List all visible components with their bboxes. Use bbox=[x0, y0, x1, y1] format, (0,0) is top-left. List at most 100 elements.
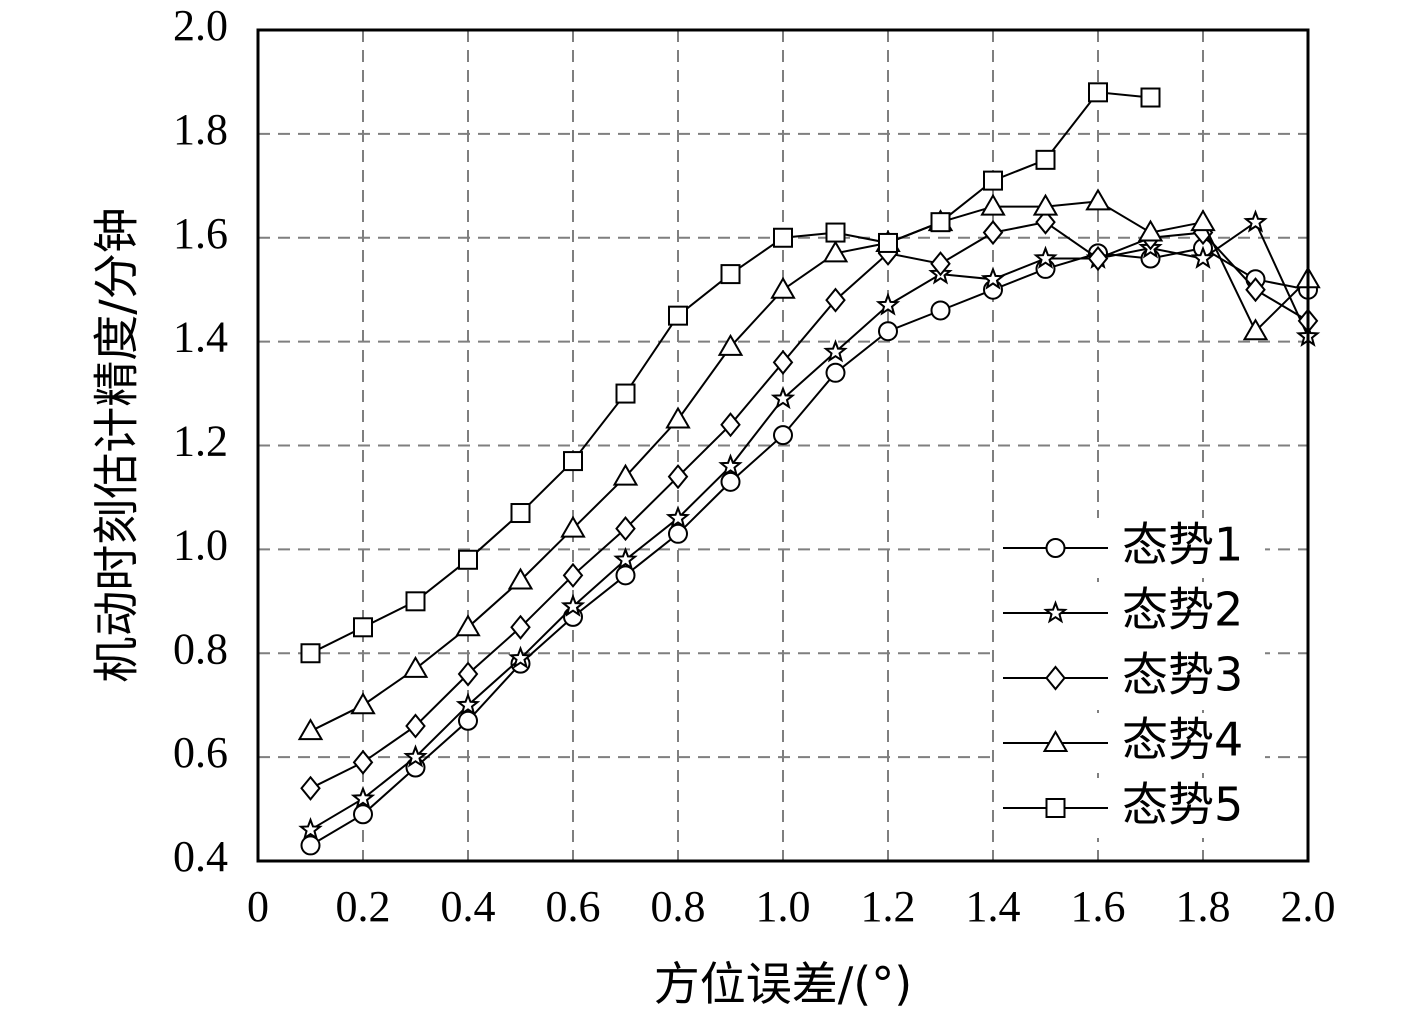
x-tick-label: 0.6 bbox=[546, 882, 601, 931]
data-point-circle bbox=[720, 471, 741, 492]
series-5 bbox=[300, 82, 1161, 664]
data-point-triangle bbox=[297, 718, 324, 741]
data-point-square bbox=[930, 212, 951, 233]
legend-item: 态势3 bbox=[997, 648, 1265, 708]
y-tick-label: 1.0 bbox=[173, 520, 228, 569]
data-point-square bbox=[405, 591, 426, 612]
legend: 态势1 态势2 态势3 态势4 态势5 bbox=[997, 518, 1265, 838]
x-tick-label: 0.2 bbox=[336, 882, 391, 931]
data-point-triangle bbox=[1137, 219, 1164, 242]
data-point-triangle bbox=[1190, 209, 1216, 232]
data-point-star bbox=[875, 292, 901, 316]
data-point-triangle bbox=[1242, 318, 1269, 341]
data-point-square bbox=[720, 264, 741, 285]
x-tick-label: 2.0 bbox=[1281, 882, 1336, 931]
data-point-square bbox=[458, 549, 478, 570]
data-point-triangle bbox=[612, 463, 639, 486]
y-tick-label: 1.2 bbox=[173, 417, 228, 466]
data-point-diamond bbox=[562, 562, 584, 588]
data-point-circle bbox=[878, 321, 898, 342]
x-tick-label: 1.4 bbox=[966, 882, 1021, 931]
data-point-circle bbox=[458, 710, 478, 731]
data-point-star bbox=[823, 339, 848, 363]
data-point-square bbox=[878, 232, 898, 253]
data-point-square bbox=[563, 451, 583, 472]
data-point-star bbox=[770, 385, 796, 410]
data-point-square bbox=[353, 617, 373, 638]
data-point-square bbox=[615, 383, 636, 404]
data-point-circle bbox=[825, 362, 846, 383]
data-point-diamond bbox=[405, 713, 426, 739]
x-axis-title: 方位误差/(°) bbox=[654, 957, 912, 1011]
tick-labels: 0 0.2 0.4 0.6 0.8 1.0 1.2 1.4 1.6 1.8 2.0 0.4 0.6 0.8… bbox=[173, 1, 1336, 931]
data-point-triangle bbox=[350, 692, 376, 715]
data-point-square bbox=[1045, 798, 1066, 818]
series-1 bbox=[300, 238, 1318, 856]
x-tick-label: 0.8 bbox=[651, 882, 706, 931]
data-point-square bbox=[668, 305, 688, 326]
data-point-diamond bbox=[1245, 277, 1266, 303]
data-point-diamond bbox=[930, 251, 951, 277]
x-tick-label: 1.6 bbox=[1071, 882, 1126, 931]
legend-label: 态势4 bbox=[1122, 713, 1243, 767]
data-point-star bbox=[1033, 245, 1058, 269]
data-point-triangle bbox=[1032, 193, 1059, 216]
data-point-square bbox=[825, 222, 846, 243]
data-point-diamond bbox=[1087, 245, 1109, 272]
data-point-triangle bbox=[822, 240, 849, 263]
y-tick-label: 1.8 bbox=[173, 105, 228, 154]
data-point-square bbox=[1140, 87, 1161, 108]
data-point-star bbox=[455, 692, 481, 716]
data-point-square bbox=[1088, 82, 1108, 103]
data-point-triangle bbox=[980, 193, 1006, 216]
data-point-triangle bbox=[560, 515, 586, 538]
legend-item: 态势1 bbox=[997, 518, 1265, 578]
legend-label: 态势2 bbox=[1122, 583, 1243, 637]
data-point-star bbox=[980, 266, 1006, 290]
data-point-star bbox=[560, 593, 586, 617]
data-point-circle bbox=[353, 804, 373, 825]
data-point-triangle bbox=[455, 614, 481, 637]
data-point-triangle bbox=[717, 333, 744, 356]
y-tick-label: 0.6 bbox=[173, 728, 228, 777]
legend-item: 态势2 bbox=[997, 583, 1265, 643]
data-point-star bbox=[1243, 209, 1268, 233]
data-point-diamond bbox=[352, 749, 374, 775]
legend-label: 态势5 bbox=[1122, 778, 1243, 832]
series-3 bbox=[300, 209, 1319, 801]
data-point-star bbox=[613, 546, 638, 571]
y-tick-label: 1.6 bbox=[173, 209, 228, 258]
data-point-square bbox=[300, 643, 321, 664]
series-line bbox=[310, 200, 1309, 733]
data-point-circle bbox=[300, 835, 321, 856]
data-point-diamond bbox=[982, 219, 1004, 246]
data-point-triangle bbox=[507, 567, 534, 590]
data-point-triangle bbox=[1042, 730, 1069, 752]
x-tick-label: 0 bbox=[247, 882, 269, 931]
data-point-triangle bbox=[1085, 188, 1111, 211]
series-layer bbox=[297, 82, 1321, 856]
data-point-circle bbox=[773, 425, 793, 446]
y-tick-label: 0.4 bbox=[173, 832, 228, 881]
data-point-square bbox=[983, 170, 1003, 191]
legend-item: 态势4 bbox=[997, 713, 1265, 773]
data-point-diamond bbox=[510, 614, 531, 640]
legend-label: 态势1 bbox=[1122, 518, 1243, 572]
data-point-diamond bbox=[772, 349, 794, 375]
data-point-diamond bbox=[825, 287, 846, 313]
data-point-square bbox=[510, 503, 531, 524]
data-point-square bbox=[1035, 149, 1056, 170]
plot-frame bbox=[256, 28, 1310, 863]
data-point-star bbox=[1043, 600, 1068, 624]
data-point-diamond bbox=[1045, 665, 1066, 691]
data-point-triangle bbox=[665, 406, 691, 429]
y-tick-label: 2.0 bbox=[173, 1, 228, 50]
data-point-circle bbox=[615, 565, 636, 586]
legend-item: 态势5 bbox=[997, 778, 1265, 838]
data-point-circle bbox=[668, 523, 688, 544]
x-tick-label: 1.8 bbox=[1176, 882, 1231, 931]
y-axis-title: 机动时刻估计精度/分钟 bbox=[90, 207, 144, 683]
data-point-diamond bbox=[615, 516, 636, 542]
data-point-triangle bbox=[770, 276, 796, 299]
